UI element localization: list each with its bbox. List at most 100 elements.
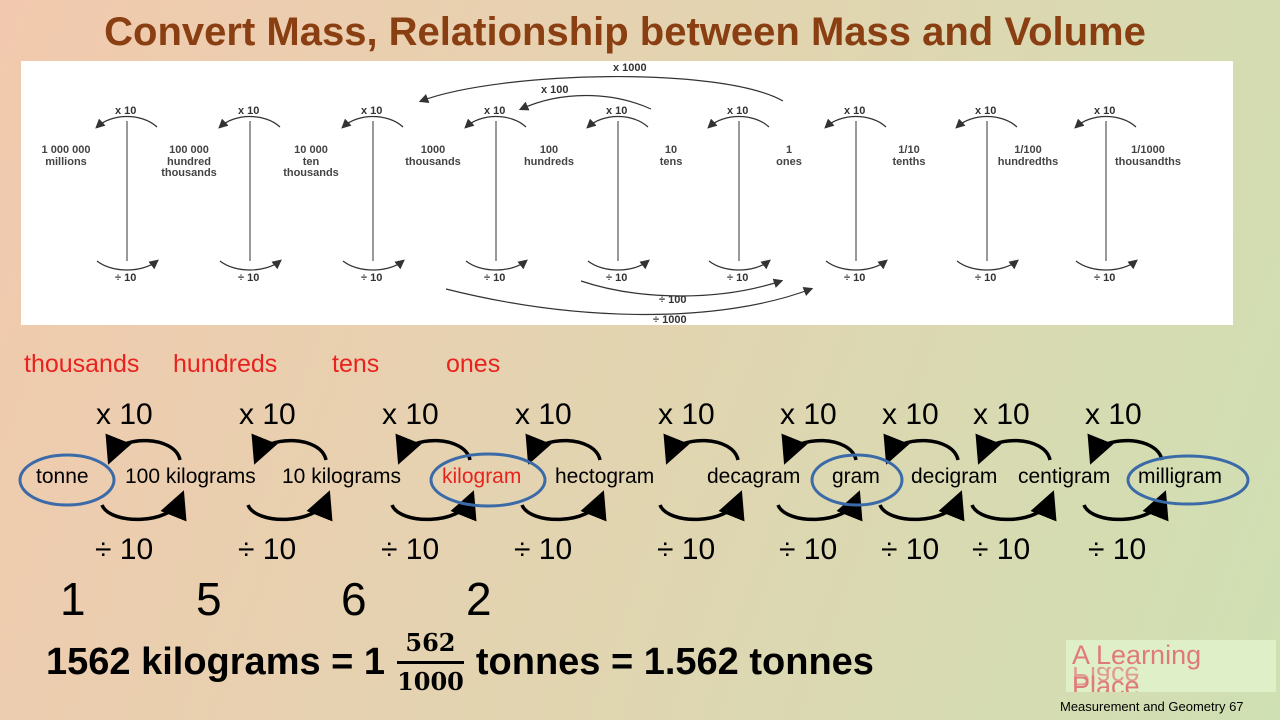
chart-column-name: tens	[660, 156, 683, 168]
chart-column-value: 1/1000	[1131, 144, 1165, 156]
multiply-label: x 10	[780, 398, 837, 431]
chart-arc-div10	[956, 259, 1019, 271]
milligram-circle	[1126, 454, 1250, 506]
divide-arrow	[658, 490, 745, 522]
chart-div10-label: ÷ 10	[606, 272, 627, 284]
divide-arrow	[246, 490, 333, 522]
logo-mirror-text: A Teaching Place	[1072, 661, 1140, 691]
multiply-label: x 10	[515, 398, 572, 431]
chart-x10-label: x 10	[484, 105, 505, 117]
chart-div100-label: ÷ 100	[659, 294, 686, 306]
multiply-label: x 10	[882, 398, 939, 431]
chart-x10-label: x 10	[115, 105, 136, 117]
multiply-arrow	[975, 433, 1052, 465]
chart-arc-x10	[464, 116, 527, 129]
chart-arc-x10	[955, 116, 1018, 129]
unit-centigram: centigram	[1018, 465, 1111, 488]
place-value-chart-svg: x 1000 x 100 ÷ 100 ÷ 1000 x 10 ÷ 10 x 10 ÷ …	[42, 62, 1181, 325]
divide-label: ÷ 10	[381, 533, 440, 566]
chart-arc-div10	[96, 259, 159, 271]
unit-decagram: decagram	[707, 465, 801, 488]
place-label-hundreds: hundreds	[173, 350, 278, 378]
multiply-label: x 10	[382, 398, 439, 431]
chart-arc-div100	[580, 278, 784, 297]
chart-x100-label: x 100	[541, 84, 569, 96]
chart-arc-x10	[707, 116, 770, 129]
chart-arc-x10	[824, 116, 887, 129]
chart-arc-div10	[587, 259, 650, 271]
tonne-circle	[18, 453, 116, 507]
equation-fraction: 562 1000	[397, 629, 464, 697]
chart-x10-label: x 10	[1094, 105, 1115, 117]
chart-x10-label: x 10	[238, 105, 259, 117]
chart-column-value: 10	[665, 144, 677, 156]
chart-arc-div10	[219, 259, 282, 271]
chart-x10-label: x 10	[844, 105, 865, 117]
chart-div10-label: ÷ 10	[1094, 272, 1115, 284]
chart-column-value: 1000	[421, 144, 445, 156]
chart-column-value: 1 000 000	[42, 144, 91, 156]
divide-arrow	[100, 490, 187, 522]
place-label-ones: ones	[446, 350, 501, 378]
page-title: Convert Mass, Relationship between Mass …	[104, 10, 1146, 54]
place-label-tens: tens	[332, 350, 380, 378]
chart-div10-label: ÷ 10	[238, 272, 259, 284]
multiply-label: x 10	[239, 398, 296, 431]
chart-column-value: 1	[786, 144, 792, 156]
divide-arrow	[776, 490, 863, 522]
chart-div10-label: ÷ 10	[361, 272, 382, 284]
chart-arc-x1000	[418, 76, 784, 103]
chart-column-name: hundredths	[998, 156, 1059, 168]
chart-div10-label: ÷ 10	[115, 272, 136, 284]
chart-column-name: thousands	[405, 156, 461, 168]
digit-hundreds: 5	[196, 573, 222, 625]
digit-tens: 6	[341, 573, 367, 625]
multiply-label: x 10	[973, 398, 1030, 431]
gram-circle	[810, 453, 904, 507]
unit-10-kilograms: 10 kilograms	[282, 465, 402, 488]
unit-decigram: decigram	[911, 465, 998, 488]
chart-column-value: 10 000	[294, 144, 328, 156]
chart-arc-div10	[708, 259, 771, 271]
chart-column-name: hundred	[167, 156, 211, 168]
unit-tonne: tonne	[36, 465, 89, 488]
divide-arrow	[390, 490, 477, 522]
equation-right: tonnes = 1.562 tonnes	[475, 641, 874, 684]
multiply-arrow	[883, 433, 960, 465]
divide-arrow	[1082, 490, 1169, 522]
chart-column-name: thousands	[283, 167, 339, 179]
unit-milligram: milligram	[1138, 465, 1222, 488]
chart-column-value: 100 000	[169, 144, 209, 156]
place-label-thousands: thousands	[24, 350, 140, 378]
kilogram-circle	[429, 452, 547, 508]
multiply-label: x 10	[96, 398, 153, 431]
multiply-arrow	[105, 433, 182, 465]
chart-arc-div10	[465, 259, 528, 271]
chart-x10-label: x 10	[606, 105, 627, 117]
chart-x10-label: x 10	[361, 105, 382, 117]
divide-label: ÷ 10	[657, 533, 716, 566]
chart-div10-label: ÷ 10	[844, 272, 865, 284]
divide-label: ÷ 10	[881, 533, 940, 566]
chart-column-name: tenths	[893, 156, 926, 168]
place-value-chart: x 1000 x 100 ÷ 100 ÷ 1000 x 10 ÷ 10 x 10 ÷ …	[21, 61, 1233, 325]
divide-arrow	[970, 490, 1057, 522]
footer-caption: Measurement and Geometry 67	[1060, 699, 1244, 714]
chart-arc-div1000	[445, 287, 814, 316]
divide-label: ÷ 10	[972, 533, 1031, 566]
fraction-denominator: 1000	[397, 667, 464, 697]
chart-div10-label: ÷ 10	[484, 272, 505, 284]
chart-div10-label: ÷ 10	[727, 272, 748, 284]
chart-column-value: 100	[540, 144, 558, 156]
chart-arc-x10	[95, 116, 158, 129]
divide-label: ÷ 10	[1088, 533, 1147, 566]
multiply-label: x 10	[1085, 398, 1142, 431]
multiply-arrow	[525, 433, 602, 465]
multiply-arrow	[395, 433, 472, 465]
logo-text: A Learning Place	[1072, 640, 1202, 692]
divide-label: ÷ 10	[514, 533, 573, 566]
multiply-arrow	[781, 433, 858, 465]
chart-x10-label: x 10	[975, 105, 996, 117]
chart-column-name: ten	[303, 156, 320, 168]
divide-arrow	[878, 490, 965, 522]
